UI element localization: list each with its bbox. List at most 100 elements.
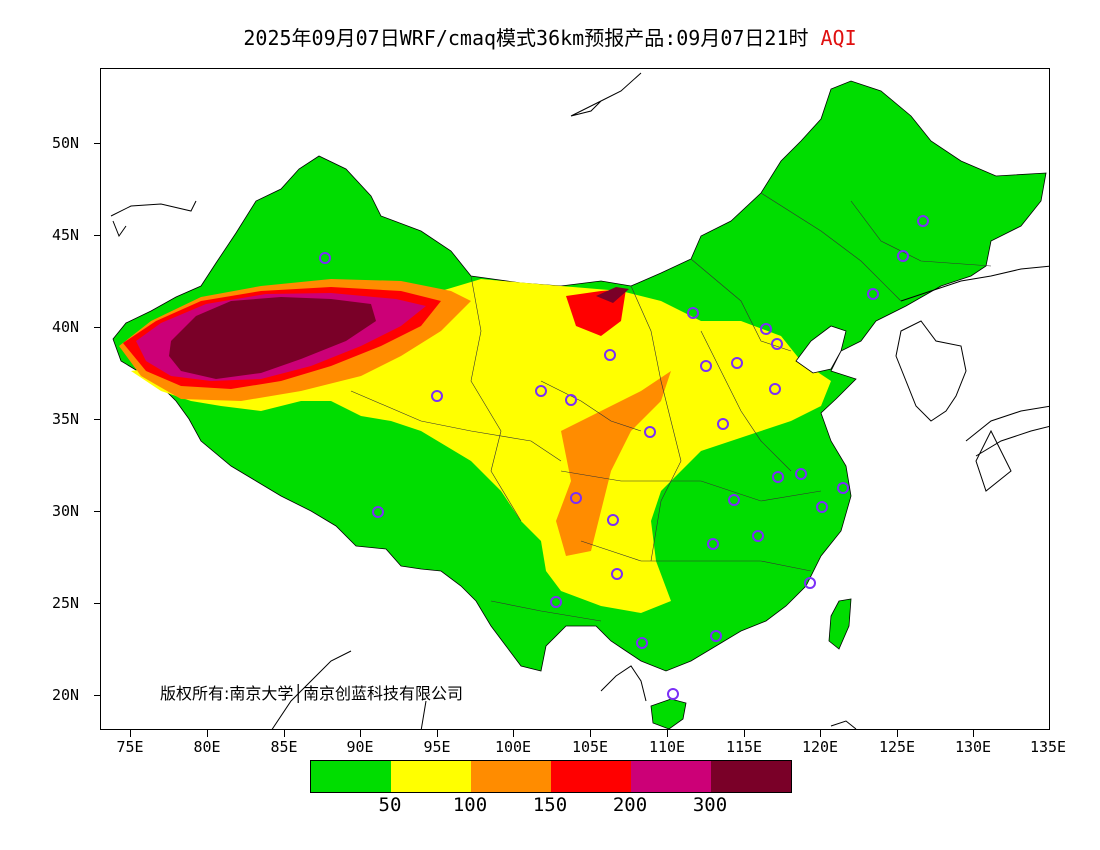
province-boundaries <box>350 192 992 622</box>
legend-label: 200 <box>612 794 648 816</box>
x-tick-label: 90E <box>346 738 374 756</box>
copyright-text: 版权所有:南京大学│南京创蓝科技有限公司 <box>160 684 464 703</box>
y-tick-label: 45N <box>52 226 80 244</box>
x-tick <box>207 730 208 737</box>
station-marker <box>867 288 879 300</box>
station-marker <box>372 506 384 518</box>
region-taiwan <box>828 598 852 650</box>
y-tick-label: 20N <box>52 686 80 704</box>
station-marker <box>917 215 929 227</box>
station-marker <box>707 538 719 550</box>
station-marker <box>570 492 582 504</box>
x-tick <box>744 730 745 737</box>
station-marker <box>816 501 828 513</box>
station-marker <box>771 338 783 350</box>
legend-label: 150 <box>532 794 568 816</box>
y-tick <box>94 603 101 604</box>
x-tick-label: 95E <box>423 738 451 756</box>
station-marker <box>769 383 781 395</box>
map-title: 2025年09月07日WRF/cmaq模式36km预报产品:09月07日21时 A… <box>0 22 1100 51</box>
legend-swatch <box>391 761 471 792</box>
y-tick-label: 25N <box>52 594 80 612</box>
x-tick-label: 110E <box>648 738 686 756</box>
station-marker <box>710 630 722 642</box>
y-tick <box>94 235 101 236</box>
x-tick-label: 130E <box>954 738 992 756</box>
station-marker <box>731 357 743 369</box>
aqi-map <box>110 72 1049 729</box>
coastline <box>895 320 967 422</box>
y-tick-label: 30N <box>52 502 80 520</box>
station-marker <box>687 307 699 319</box>
region-hazardous <box>596 287 629 303</box>
station-marker <box>636 637 648 649</box>
x-tick-label: 85E <box>270 738 298 756</box>
legend-swatch <box>551 761 631 792</box>
coastline <box>965 405 1049 492</box>
title-main: 2025年09月07日WRF/cmaq模式36km预报产品:09月07日21时 <box>243 26 809 50</box>
coastline <box>570 72 642 117</box>
station-marker <box>772 471 784 483</box>
aqi-legend <box>310 760 792 793</box>
x-tick <box>897 730 898 737</box>
legend-swatch <box>631 761 711 792</box>
y-tick-label: 50N <box>52 134 80 152</box>
y-tick <box>94 419 101 420</box>
legend-label: 100 <box>452 794 488 816</box>
x-tick-label: 80E <box>193 738 221 756</box>
station-marker <box>700 360 712 372</box>
station-marker <box>897 250 909 262</box>
region-hainan <box>650 698 687 729</box>
legend-swatch <box>471 761 551 792</box>
x-tick-label: 115E <box>725 738 763 756</box>
station-marker <box>804 577 816 589</box>
x-tick-label: 100E <box>494 738 532 756</box>
y-tick <box>94 327 101 328</box>
y-tick <box>94 511 101 512</box>
x-tick <box>437 730 438 737</box>
station-marker <box>535 385 547 397</box>
y-tick-label: 40N <box>52 318 80 336</box>
legend-label: 50 <box>378 794 402 816</box>
region-hazardous <box>169 297 376 379</box>
coastline <box>110 200 197 238</box>
station-marker <box>611 568 623 580</box>
y-tick <box>94 143 101 144</box>
y-tick-label: 35N <box>52 410 80 428</box>
x-tick-label: 75E <box>116 738 144 756</box>
x-tick <box>130 730 131 737</box>
yellow-sea <box>841 381 901 501</box>
coastline <box>830 720 857 729</box>
x-tick <box>667 730 668 737</box>
station-marker <box>795 468 807 480</box>
x-tick <box>590 730 591 737</box>
station-marker <box>644 426 656 438</box>
bohai-sea <box>795 325 847 374</box>
station-marker <box>667 688 679 700</box>
stations <box>319 215 929 700</box>
x-tick <box>973 730 974 737</box>
x-tick-label: 105E <box>571 738 609 756</box>
station-marker <box>565 394 577 406</box>
x-tick-label: 135E <box>1029 738 1067 756</box>
x-tick <box>513 730 514 737</box>
station-marker <box>431 390 443 402</box>
station-marker <box>752 530 764 542</box>
title-variable: AQI <box>820 26 857 50</box>
x-tick <box>284 730 285 737</box>
x-tick <box>820 730 821 737</box>
x-tick <box>360 730 361 737</box>
legend-label: 300 <box>692 794 728 816</box>
coastline <box>900 265 1049 302</box>
legend-swatch <box>711 761 791 792</box>
station-marker <box>837 482 849 494</box>
legend-swatch <box>311 761 391 792</box>
map-frame <box>100 68 1050 730</box>
station-marker <box>728 494 740 506</box>
x-tick-label: 120E <box>801 738 839 756</box>
station-marker <box>550 596 562 608</box>
x-tick-label: 125E <box>878 738 916 756</box>
station-marker <box>607 514 619 526</box>
station-marker <box>760 323 772 335</box>
y-tick <box>94 695 101 696</box>
